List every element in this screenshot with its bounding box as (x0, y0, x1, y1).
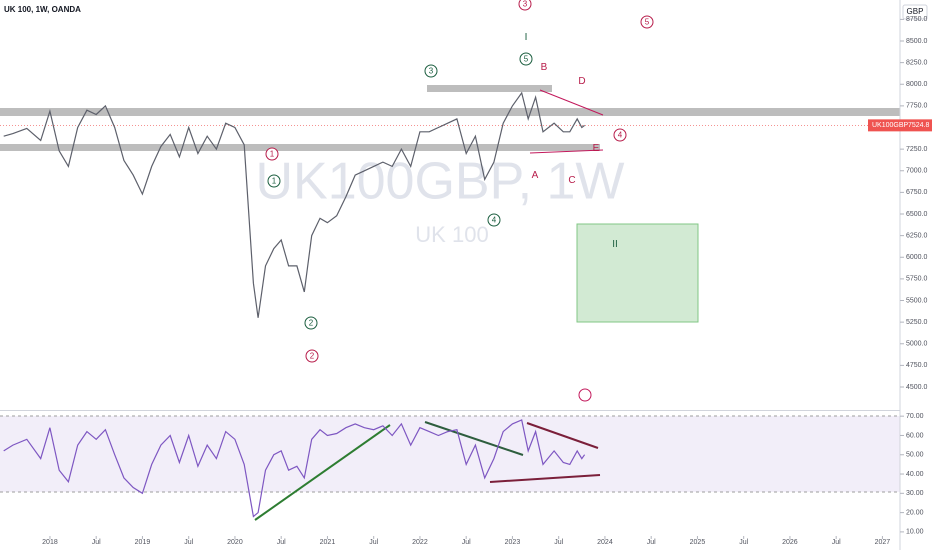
y-tick-label: 8500.0 (906, 38, 928, 45)
wave-label: 2 (310, 352, 315, 361)
wave-label: 2 (309, 319, 314, 328)
price-tag (868, 119, 932, 132)
y-tick-label: 40.00 (906, 471, 924, 478)
y-tick-label: 4750.0 (906, 362, 928, 369)
x-tick-label: Jul (647, 539, 656, 546)
wave-circle (640, 15, 654, 29)
x-tick-label: Jul (462, 539, 471, 546)
wave-label: 5 (645, 18, 650, 27)
wave-label: II (612, 239, 618, 250)
x-tick-label: 2018 (42, 539, 58, 546)
wave-circle (267, 174, 281, 188)
y-tick-label: 30.00 (906, 490, 924, 497)
currency-box[interactable] (902, 4, 928, 20)
wave-label: 5 (524, 55, 529, 64)
x-tick-label: Jul (739, 539, 748, 546)
x-tick-label: Jul (369, 539, 378, 546)
y-tick-label: 6500.0 (906, 211, 928, 218)
price-tag-name: UK100GBP (872, 122, 909, 129)
rsi-trend (489, 474, 601, 483)
y-tick-label: 6750.0 (906, 189, 928, 196)
price-tag-value: 7524.8 (908, 122, 930, 129)
wave-label: A (532, 170, 539, 181)
wave-label: C (568, 175, 575, 186)
event-icon[interactable] (578, 388, 592, 402)
wave-circle (424, 64, 438, 78)
rsi-trend (254, 424, 391, 521)
wave-label: 3 (523, 0, 528, 9)
support-zone (0, 144, 600, 151)
wave-label: 1 (270, 150, 275, 159)
wave-circle (518, 0, 532, 11)
watermark: UK100GBP, 1W (255, 153, 624, 211)
y-tick-label: 7250.0 (906, 146, 928, 153)
x-tick-label: Jul (277, 539, 286, 546)
top-zone (427, 85, 552, 92)
y-tick-label: 20.00 (906, 509, 924, 516)
currency: GBP (907, 7, 924, 16)
wave-label: B (541, 62, 548, 73)
series-line (3, 419, 586, 518)
x-tick-label: 2023 (505, 539, 521, 546)
x-tick-label: 2027 (875, 539, 891, 546)
y-tick-label: 10.00 (906, 529, 924, 536)
y-tick-label: 5000.0 (906, 341, 928, 348)
x-tick-label: 2019 (135, 539, 151, 546)
wave-circle (519, 52, 533, 66)
wave-label: E (593, 143, 600, 154)
wave-label: D (578, 76, 585, 87)
x-tick-label: 2022 (412, 539, 428, 546)
rsi-trend (526, 422, 599, 449)
trend-line (529, 149, 604, 154)
y-tick-label: 50.00 (906, 452, 924, 459)
target-box (576, 223, 699, 323)
resistance-zone (0, 108, 900, 116)
wave-label: 4 (618, 131, 623, 140)
wave-circle (265, 147, 279, 161)
wave-circle (613, 128, 627, 142)
y-tick-label: 8000.0 (906, 81, 928, 88)
wave-label: 1 (272, 177, 277, 186)
x-tick-label: 2024 (597, 539, 613, 546)
chart-title: UK 100, 1W, OANDA (4, 5, 81, 14)
x-tick-label: Jul (554, 539, 563, 546)
y-tick-label: 5250.0 (906, 319, 928, 326)
y-tick-label: 5500.0 (906, 297, 928, 304)
wave-circle (305, 349, 319, 363)
x-tick-label: Jul (92, 539, 101, 546)
wave-circle (487, 213, 501, 227)
y-tick-label: 7000.0 (906, 168, 928, 175)
y-tick-label: 6000.0 (906, 254, 928, 261)
watermark-sub: UK 100 (415, 222, 488, 247)
y-tick-label: 8750.0 (906, 16, 928, 23)
series-line (3, 91, 585, 318)
y-tick-label: 6250.0 (906, 232, 928, 239)
wave-label: 3 (429, 67, 434, 76)
x-tick-label: Jul (832, 539, 841, 546)
rsi-band (0, 416, 900, 492)
x-tick-label: 2021 (320, 539, 336, 546)
x-tick-label: Jul (184, 539, 193, 546)
wave-circle (304, 316, 318, 330)
rsi-trend (424, 421, 524, 456)
y-tick-label: 4500.0 (906, 384, 928, 391)
trend-line (539, 89, 604, 116)
x-tick-label: 2026 (782, 539, 798, 546)
y-tick-label: 70.00 (906, 413, 924, 420)
x-tick-label: 2020 (227, 539, 243, 546)
y-tick-label: 7750.0 (906, 103, 928, 110)
pane-separator (0, 410, 900, 411)
y-tick-label: 8250.0 (906, 59, 928, 66)
y-tick-label: 60.00 (906, 432, 924, 439)
x-tick-label: 2025 (690, 539, 706, 546)
wave-label: I (525, 32, 528, 43)
y-tick-label: 5750.0 (906, 276, 928, 283)
wave-label: 4 (492, 216, 497, 225)
